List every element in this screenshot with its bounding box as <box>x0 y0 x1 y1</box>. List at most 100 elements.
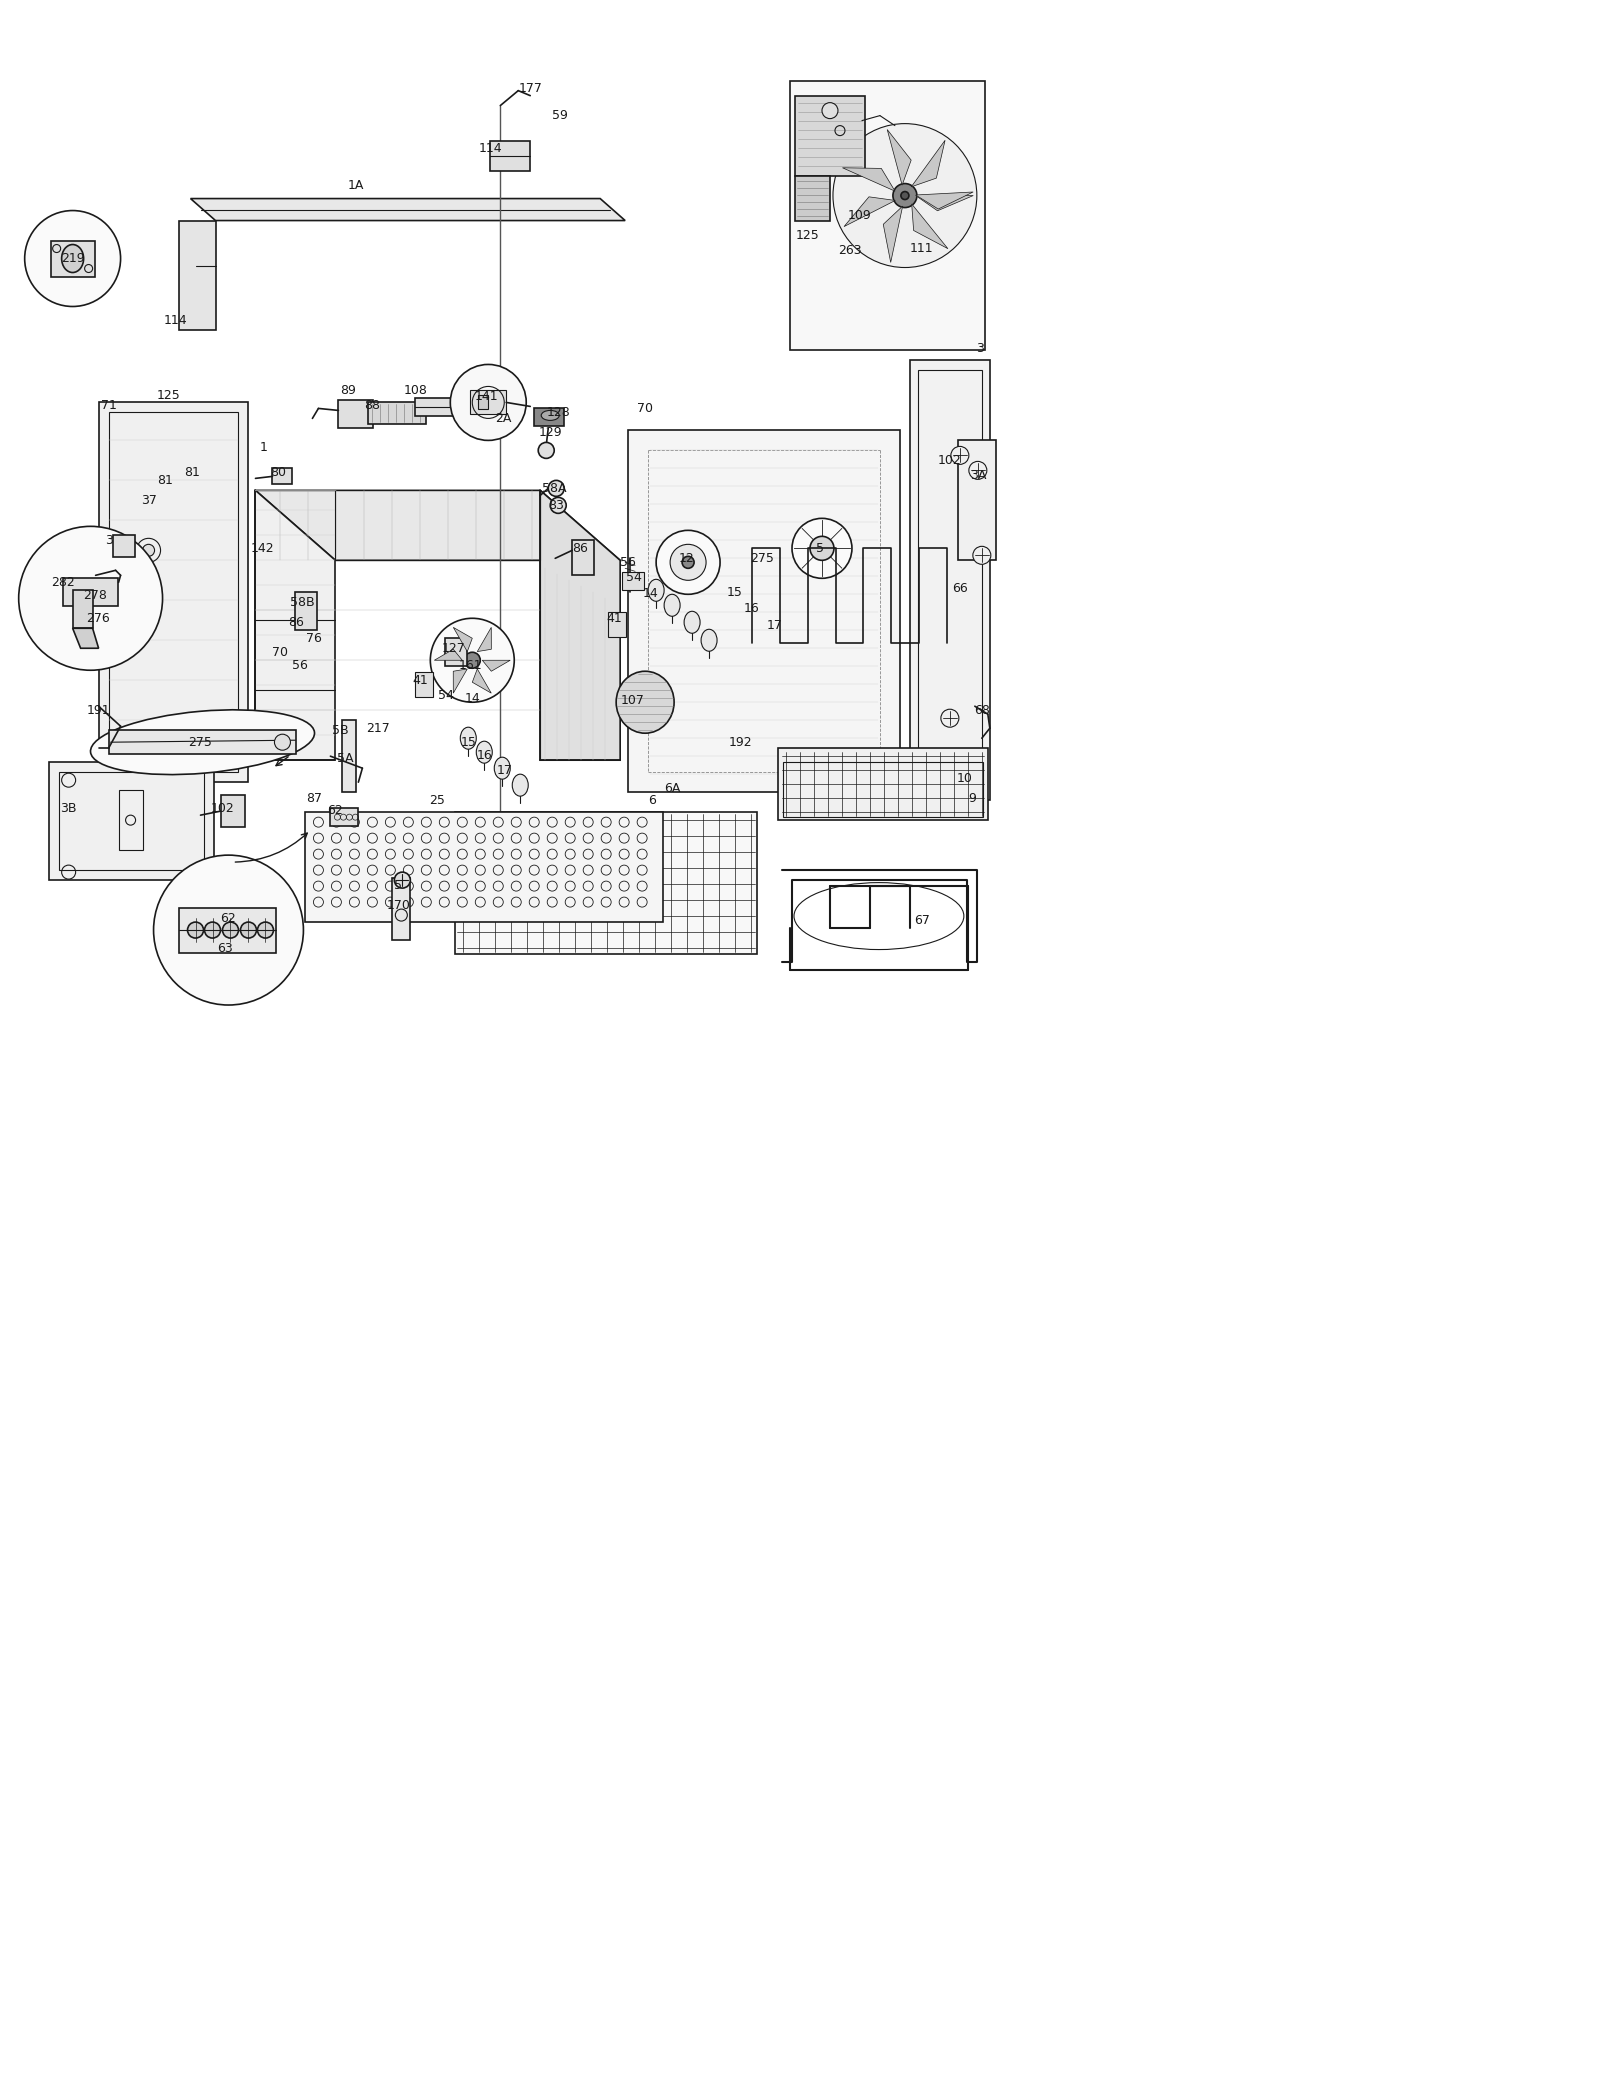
Bar <box>445 639 467 666</box>
Bar <box>118 791 142 851</box>
Text: 161: 161 <box>459 658 482 672</box>
Bar <box>109 413 238 772</box>
Polygon shape <box>72 629 99 647</box>
Polygon shape <box>472 668 491 693</box>
Ellipse shape <box>62 245 83 272</box>
Text: 3A: 3A <box>970 469 986 481</box>
Text: 83: 83 <box>549 498 565 513</box>
Bar <box>109 730 296 753</box>
Circle shape <box>222 921 238 938</box>
Text: 66: 66 <box>952 581 968 596</box>
Circle shape <box>834 124 978 268</box>
Bar <box>342 720 357 793</box>
Text: 14: 14 <box>642 587 658 600</box>
Text: 71: 71 <box>101 398 117 413</box>
Text: 87: 87 <box>307 793 323 805</box>
Text: 217: 217 <box>366 722 390 735</box>
Text: 37: 37 <box>141 494 157 506</box>
Bar <box>416 672 434 697</box>
Text: 25: 25 <box>429 793 445 807</box>
Ellipse shape <box>648 579 664 602</box>
Circle shape <box>941 710 958 726</box>
Ellipse shape <box>664 593 680 616</box>
Circle shape <box>549 481 565 496</box>
Polygon shape <box>888 129 910 185</box>
Text: 125: 125 <box>157 388 181 403</box>
Text: 111: 111 <box>910 243 934 255</box>
Bar <box>59 772 203 869</box>
Circle shape <box>24 210 120 307</box>
Text: 88: 88 <box>365 398 381 413</box>
Text: 5B: 5B <box>333 724 349 737</box>
Text: 191: 191 <box>86 703 110 716</box>
Text: 58A: 58A <box>542 481 566 494</box>
Text: 17: 17 <box>496 764 512 776</box>
Bar <box>296 591 317 631</box>
Text: 3: 3 <box>976 342 984 355</box>
Ellipse shape <box>461 726 477 749</box>
Bar <box>392 878 410 940</box>
Circle shape <box>682 556 694 569</box>
Polygon shape <box>912 141 946 187</box>
Bar <box>478 396 488 409</box>
Polygon shape <box>256 490 621 560</box>
Bar <box>622 573 645 589</box>
Text: 70: 70 <box>272 645 288 658</box>
Bar <box>72 589 93 629</box>
Text: 1: 1 <box>259 440 267 454</box>
Ellipse shape <box>512 774 528 797</box>
Text: 14: 14 <box>464 691 480 706</box>
Circle shape <box>970 461 987 479</box>
Circle shape <box>656 531 720 593</box>
Polygon shape <box>477 627 491 652</box>
Text: 41: 41 <box>606 612 622 625</box>
Polygon shape <box>256 490 336 759</box>
Ellipse shape <box>494 757 510 780</box>
Text: 3: 3 <box>104 533 112 548</box>
Bar <box>368 403 426 425</box>
Circle shape <box>810 535 834 560</box>
Text: 275: 275 <box>189 737 213 749</box>
Circle shape <box>822 102 838 118</box>
Text: 107: 107 <box>621 693 645 708</box>
Text: 63: 63 <box>216 942 232 955</box>
Text: 282: 282 <box>51 575 75 589</box>
Bar <box>490 141 530 170</box>
Text: 86: 86 <box>573 542 589 554</box>
Bar <box>51 241 94 276</box>
Text: 58B: 58B <box>290 596 315 608</box>
Circle shape <box>538 442 554 459</box>
Text: 41: 41 <box>413 674 429 687</box>
Text: 56: 56 <box>293 658 309 672</box>
Circle shape <box>258 921 274 938</box>
Bar <box>918 371 982 791</box>
Text: 15: 15 <box>726 585 742 600</box>
Text: 1A: 1A <box>347 178 363 193</box>
Bar <box>782 762 982 818</box>
Text: 141: 141 <box>475 390 498 403</box>
Text: 89: 89 <box>341 384 357 396</box>
Circle shape <box>240 921 256 938</box>
Text: 81: 81 <box>158 473 173 488</box>
Circle shape <box>154 855 304 1004</box>
Circle shape <box>901 191 909 199</box>
Bar <box>339 400 373 427</box>
Polygon shape <box>541 490 621 759</box>
Circle shape <box>275 735 291 751</box>
Polygon shape <box>915 193 973 210</box>
Text: 128: 128 <box>546 407 570 419</box>
Circle shape <box>430 618 514 701</box>
Circle shape <box>450 365 526 440</box>
Text: 17: 17 <box>766 618 782 631</box>
Text: 54: 54 <box>438 689 454 701</box>
Text: 108: 108 <box>403 384 427 396</box>
Text: 276: 276 <box>86 612 109 625</box>
Bar <box>790 81 986 351</box>
Text: 62: 62 <box>328 803 344 818</box>
Bar <box>470 390 506 415</box>
Text: 127: 127 <box>442 641 466 656</box>
Circle shape <box>893 183 917 208</box>
Text: 109: 109 <box>848 210 872 222</box>
Text: 5A: 5A <box>338 751 354 766</box>
Text: 6: 6 <box>648 793 656 807</box>
